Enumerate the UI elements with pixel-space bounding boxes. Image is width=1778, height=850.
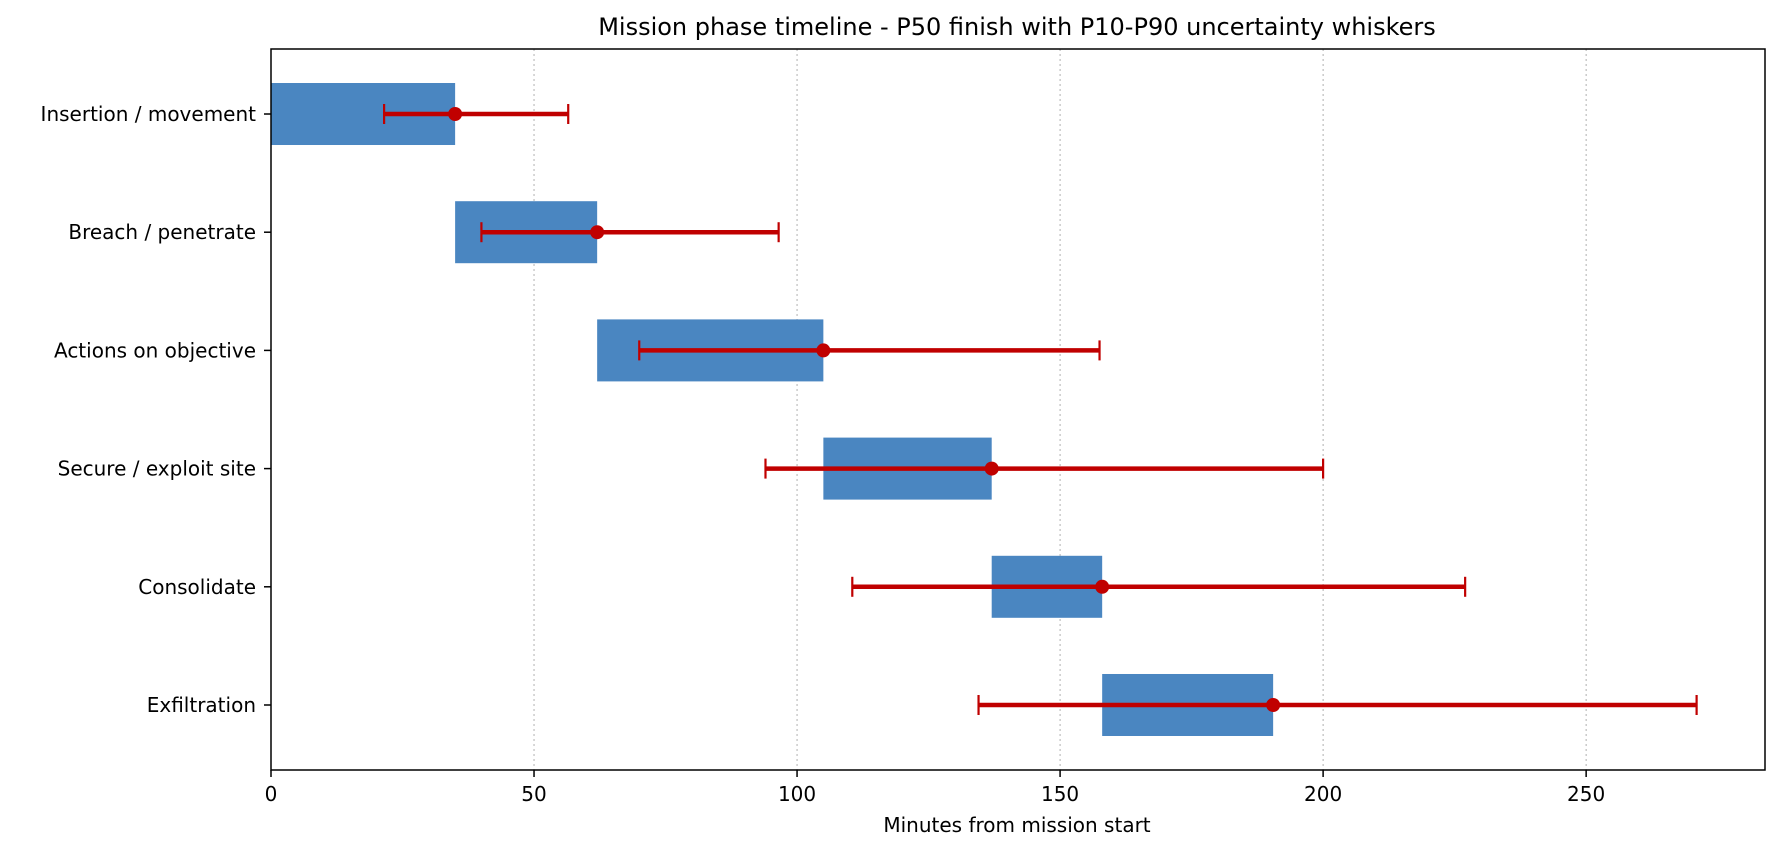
chart-title: Mission phase timeline - P50 finish with… (598, 13, 1436, 41)
p50-marker (1266, 697, 1281, 712)
x-tick-label: 200 (1304, 782, 1342, 806)
y-axis-ticks: Insertion / movement Breach / penetrate Ac… (41, 102, 271, 717)
y-tick-label: Breach / penetrate (68, 220, 256, 244)
whisker (480, 222, 780, 243)
p50-marker (1095, 579, 1110, 594)
y-tick-label: Insertion / movement (41, 102, 257, 126)
x-tick-label: 100 (778, 782, 816, 806)
p50-marker (816, 343, 831, 358)
whisker (383, 104, 570, 125)
y-tick-label: Secure / exploit site (58, 457, 256, 481)
p50-marker (448, 107, 463, 122)
p50-marker (590, 225, 605, 240)
x-axis-ticks: 0 50 100 150 200 250 (265, 770, 1605, 806)
x-axis-label: Minutes from mission start (883, 813, 1150, 837)
whisker (977, 694, 1698, 715)
grid-lines (533, 49, 1587, 770)
phase-bars (271, 83, 1274, 736)
x-tick-label: 150 (1041, 782, 1079, 806)
whisker (851, 576, 1467, 597)
y-tick-label: Exfiltration (147, 693, 256, 717)
whisker (764, 458, 1325, 479)
uncertainty-whiskers (383, 104, 1698, 715)
plot-frame (270, 48, 1766, 771)
x-tick-label: 0 (265, 782, 278, 806)
x-tick-label: 50 (521, 782, 546, 806)
x-tick-label: 250 (1567, 782, 1605, 806)
p50-marker (984, 461, 999, 476)
whisker (638, 340, 1101, 361)
y-tick-label: Consolidate (138, 575, 256, 599)
y-tick-label: Actions on objective (54, 338, 256, 362)
